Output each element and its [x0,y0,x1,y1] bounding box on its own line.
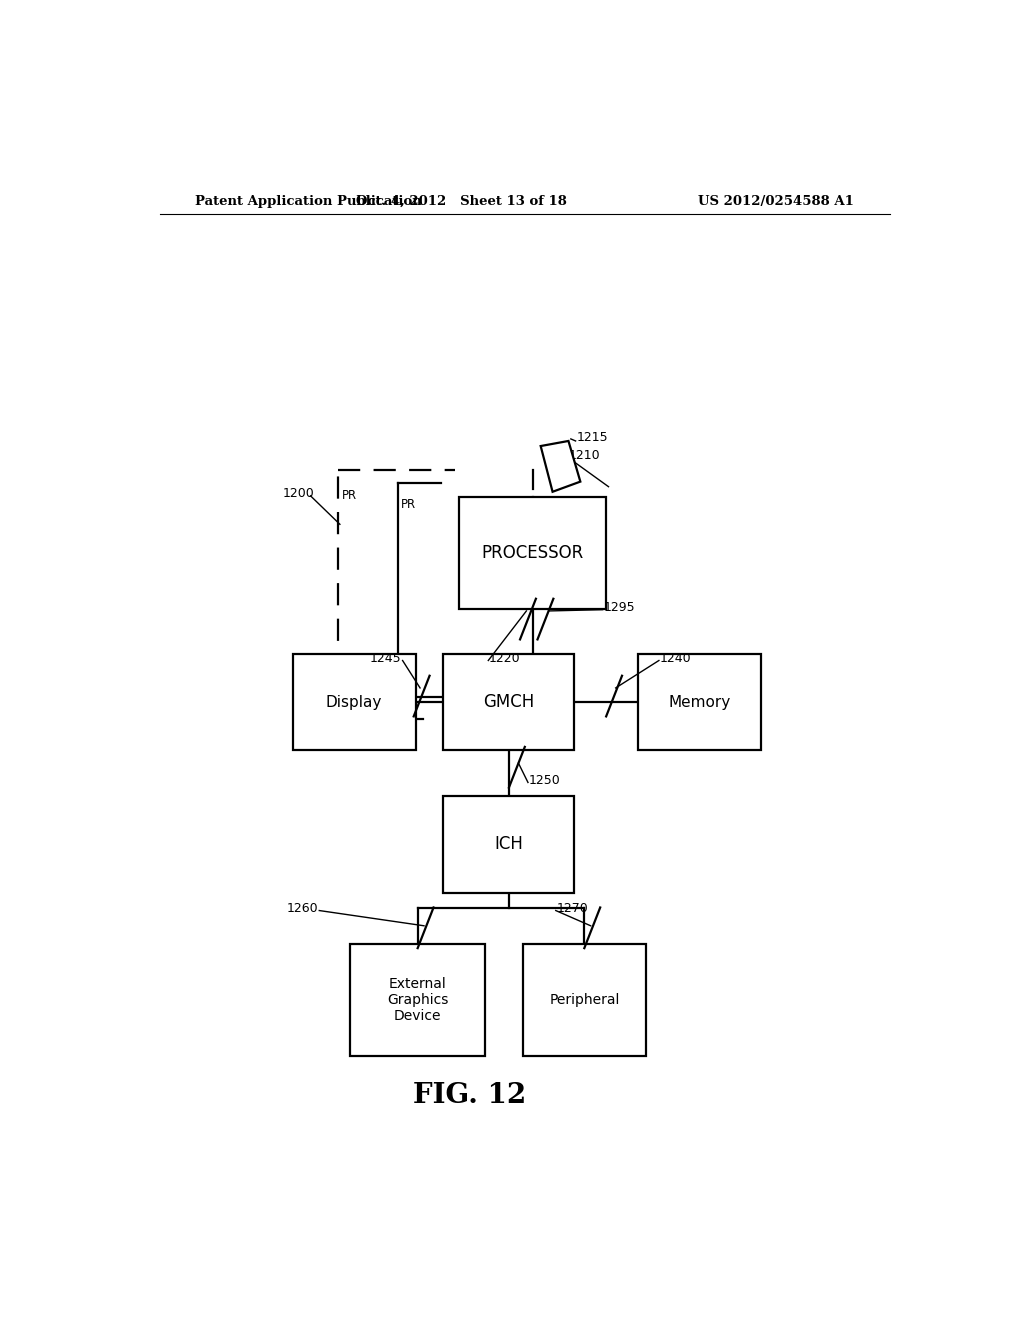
Text: 1220: 1220 [489,652,521,665]
Text: 1240: 1240 [659,652,691,665]
Text: Patent Application Publication: Patent Application Publication [196,194,422,207]
Text: FIG. 12: FIG. 12 [413,1082,526,1109]
Text: ICH: ICH [495,836,523,854]
Text: PR: PR [341,488,356,502]
Text: Display: Display [326,694,382,710]
Polygon shape [541,441,581,492]
Text: External
Graphics
Device: External Graphics Device [387,977,449,1023]
Bar [638,653,761,751]
Bar [460,496,606,609]
Text: 1215: 1215 [577,432,608,445]
Bar [350,944,485,1056]
Text: 1250: 1250 [528,774,560,787]
Text: PR: PR [401,498,416,511]
Text: GMCH: GMCH [483,693,535,711]
Text: PROCESSOR: PROCESSOR [481,544,584,562]
Text: 1295: 1295 [604,601,636,614]
Bar [443,653,574,751]
Text: 1210: 1210 [568,449,600,462]
Text: 1245: 1245 [370,652,401,665]
Text: Peripheral: Peripheral [549,993,620,1007]
Text: 1200: 1200 [283,487,314,500]
Bar [293,653,416,751]
Bar [523,944,646,1056]
Text: Memory: Memory [669,694,730,710]
Bar [443,796,574,892]
Text: 1270: 1270 [557,902,589,915]
Text: 1260: 1260 [287,902,318,915]
Text: US 2012/0254588 A1: US 2012/0254588 A1 [698,194,854,207]
Text: Oct. 4, 2012   Sheet 13 of 18: Oct. 4, 2012 Sheet 13 of 18 [356,194,566,207]
